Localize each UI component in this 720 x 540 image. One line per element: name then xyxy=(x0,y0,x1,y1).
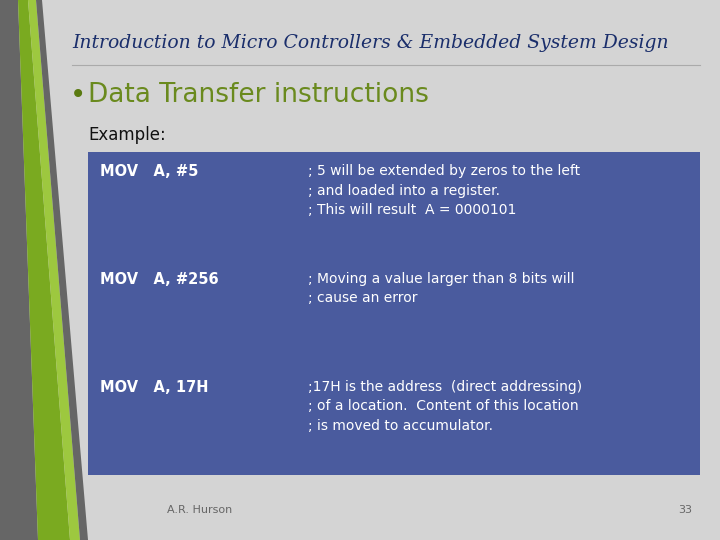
Text: Introduction to Micro Controllers & Embedded System Design: Introduction to Micro Controllers & Embe… xyxy=(72,34,669,52)
Text: 33: 33 xyxy=(678,505,692,515)
Text: MOV   A, 17H: MOV A, 17H xyxy=(100,380,209,395)
Text: MOV   A, #5: MOV A, #5 xyxy=(100,164,199,179)
Polygon shape xyxy=(0,0,38,540)
Polygon shape xyxy=(18,0,70,540)
Text: Data Transfer instructions: Data Transfer instructions xyxy=(88,82,429,108)
Text: •: • xyxy=(70,81,86,109)
Text: Example:: Example: xyxy=(88,126,166,144)
Polygon shape xyxy=(36,0,88,540)
Text: A.R. Hurson: A.R. Hurson xyxy=(167,505,233,515)
Text: MOV   A, #256: MOV A, #256 xyxy=(100,272,219,287)
FancyBboxPatch shape xyxy=(88,152,700,475)
Text: ; Moving a value larger than 8 bits will
; cause an error: ; Moving a value larger than 8 bits will… xyxy=(308,272,575,306)
Text: ; 5 will be extended by zeros to the left
; and loaded into a register.
; This w: ; 5 will be extended by zeros to the lef… xyxy=(308,164,580,217)
Text: ;17H is the address  (direct addressing)
; of a location.  Content of this locat: ;17H is the address (direct addressing) … xyxy=(308,380,582,433)
Polygon shape xyxy=(28,0,80,540)
